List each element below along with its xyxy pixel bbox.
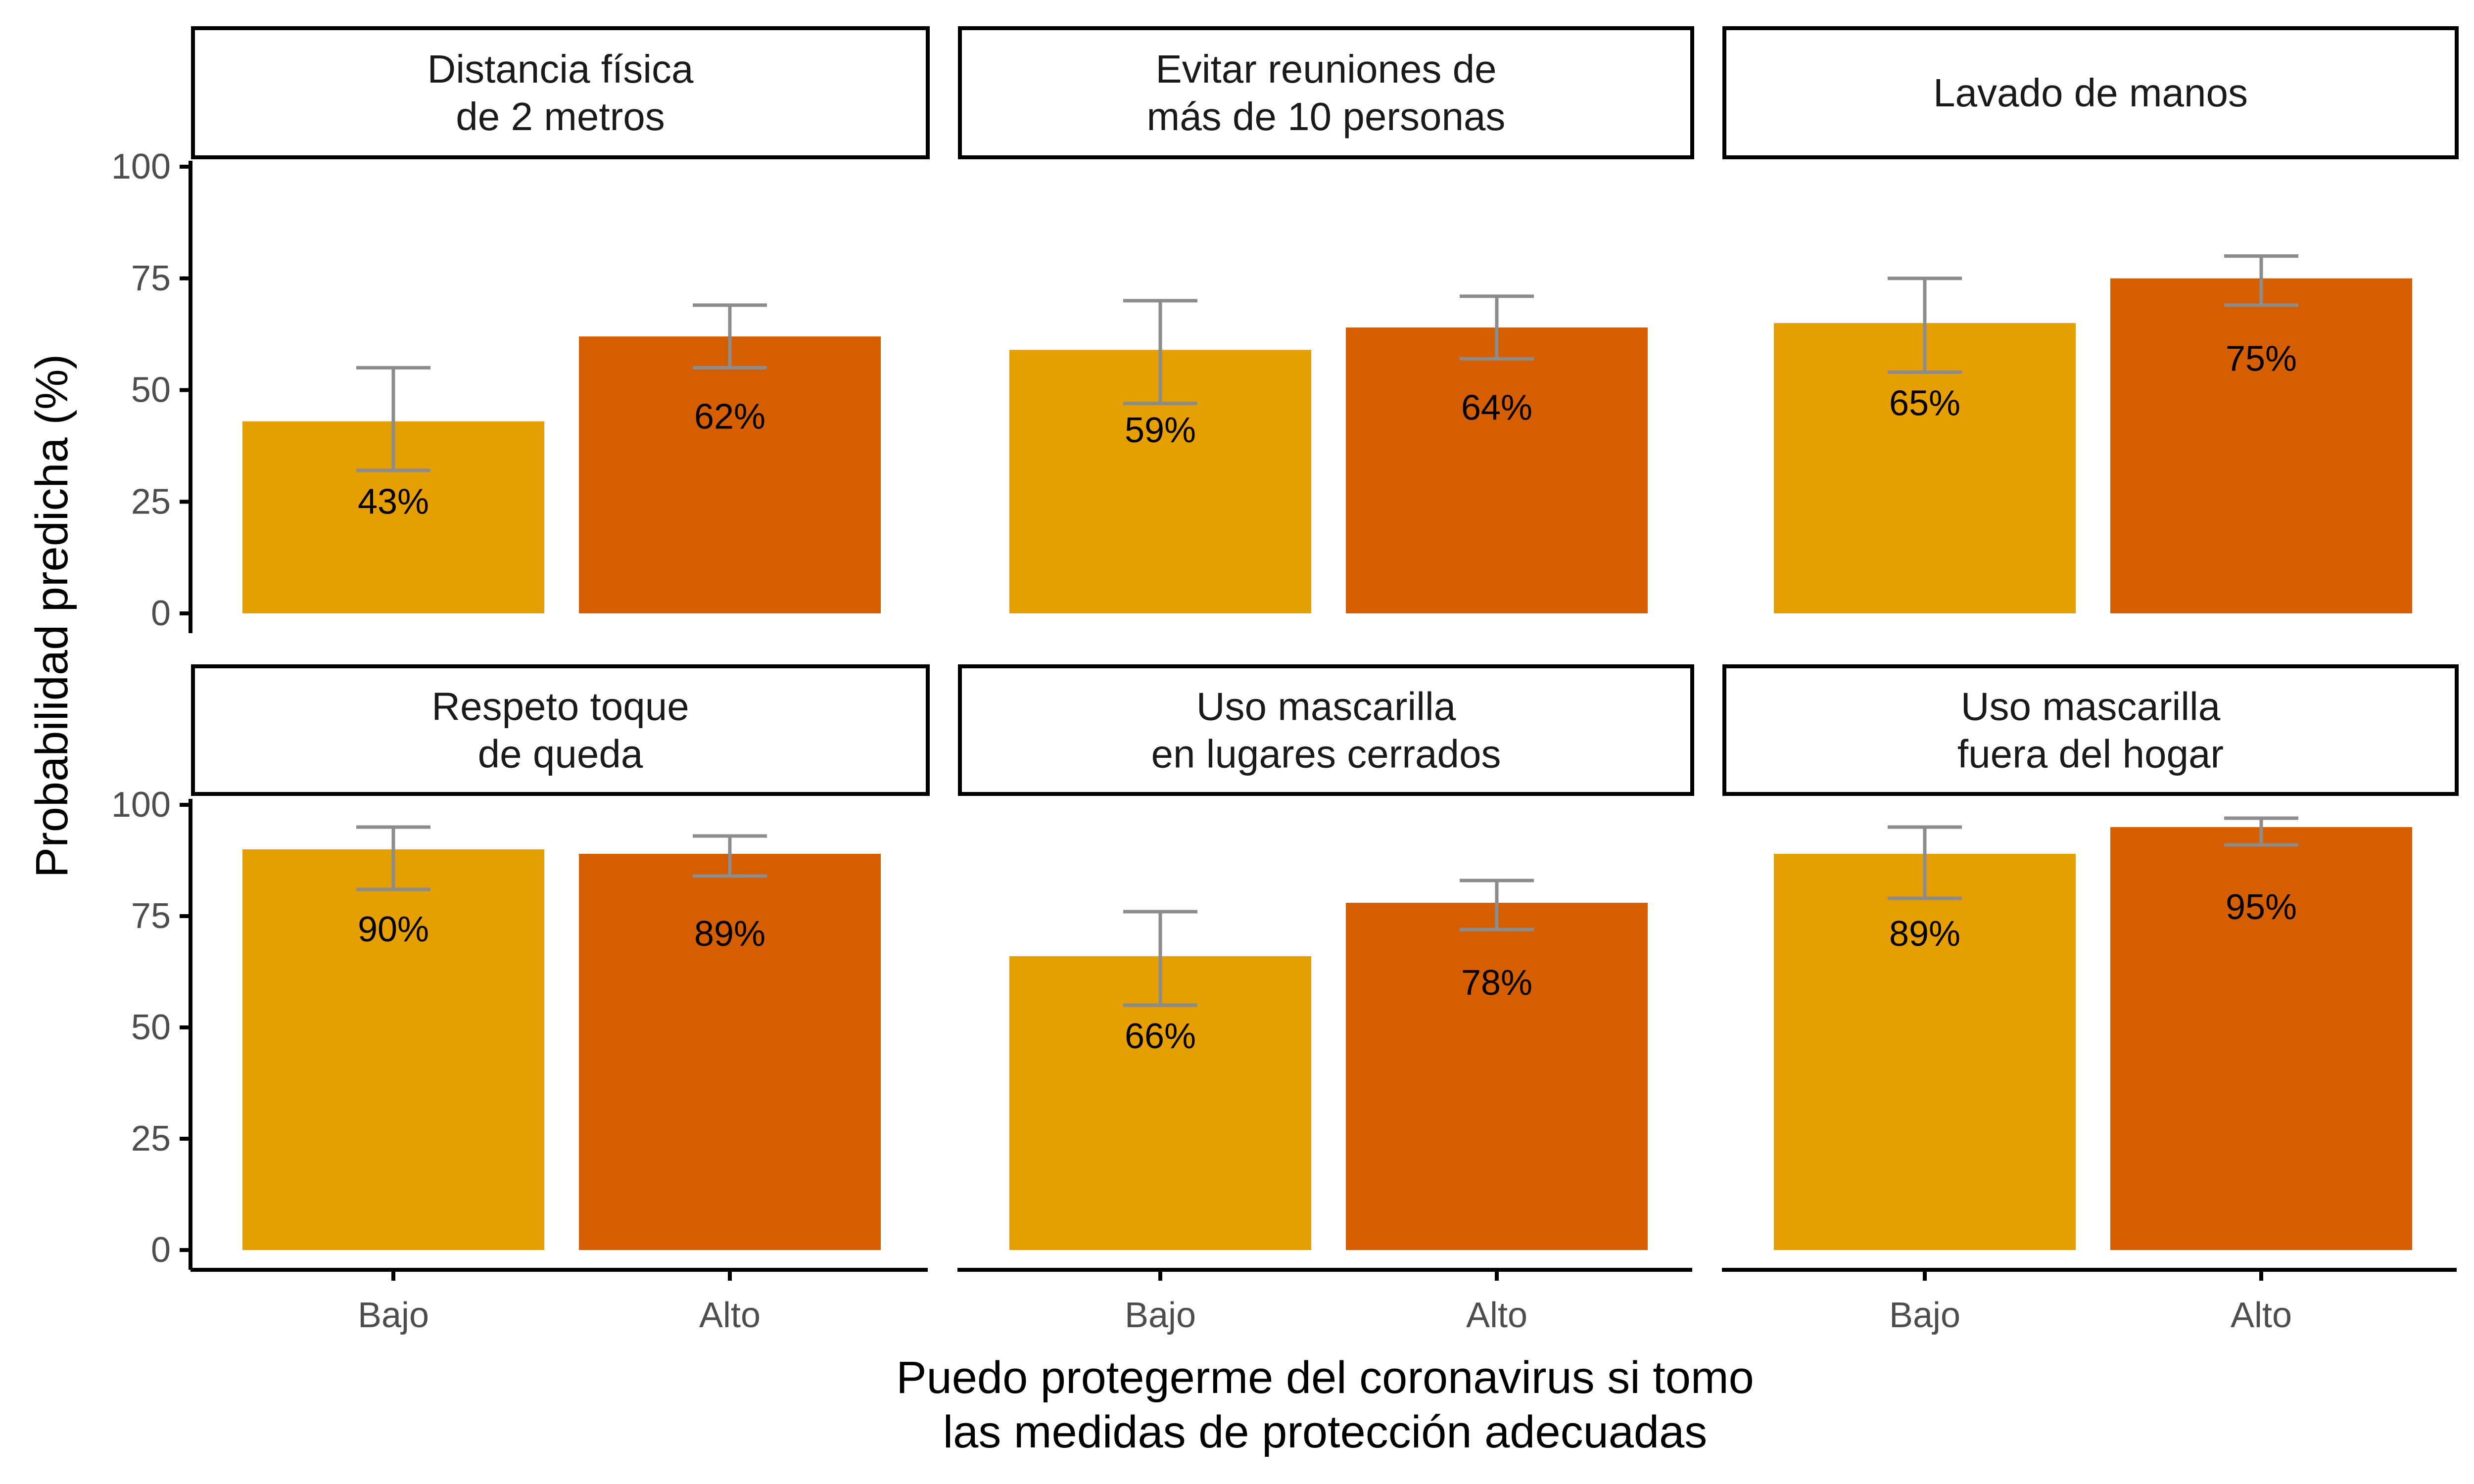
value-label: 90%	[358, 910, 429, 949]
error-bar	[1460, 294, 1534, 361]
facet-strip	[191, 26, 930, 159]
error-bar	[356, 366, 430, 472]
error-bar	[1888, 277, 1962, 374]
x-tick-label: Alto	[2231, 1296, 2292, 1335]
facet-title-line: Distancia física	[428, 47, 694, 91]
x-tick-label: Bajo	[358, 1296, 429, 1335]
y-tick-label: 25	[131, 482, 171, 521]
y-axis-title: Probabilidad predicha (%)	[27, 354, 77, 878]
x-axis-title-line: las medidas de protección adecuadas	[943, 1407, 1708, 1457]
facet-strip	[958, 664, 1694, 796]
facet-strip	[191, 664, 930, 796]
y-tick-label: 50	[131, 371, 171, 410]
bar-bajo	[1774, 854, 2076, 1250]
facet-title-line: Respeto toque	[431, 685, 689, 729]
value-label: 59%	[1125, 411, 1196, 450]
value-label: 89%	[694, 914, 765, 954]
facet-title: Lavado de manos	[1933, 71, 2248, 115]
bar-alto	[579, 854, 881, 1250]
value-label: 43%	[358, 482, 429, 521]
facet-title-line: fuera del hogar	[1957, 732, 2224, 776]
x-tick-label: Bajo	[1889, 1296, 1960, 1335]
error-bar	[693, 834, 767, 878]
bar-bajo	[242, 849, 544, 1250]
value-label: 64%	[1461, 388, 1532, 428]
value-label: 65%	[1889, 384, 1960, 423]
x-tick-label: Alto	[1466, 1296, 1527, 1335]
error-bar	[1123, 299, 1197, 406]
bar-alto	[1346, 903, 1648, 1250]
facet-title-line: Uso mascarilla	[1961, 685, 2221, 729]
error-bar	[1460, 879, 1534, 931]
facet-title-line: de queda	[478, 732, 643, 776]
error-bar	[1888, 825, 1962, 900]
bar-alto	[579, 336, 881, 613]
facet-title-line: Lavado de manos	[1933, 71, 2248, 115]
bar-alto	[1346, 327, 1648, 613]
facet-strip	[1722, 26, 2459, 159]
facet-title-line: Uso mascarilla	[1196, 685, 1456, 729]
error-bar	[2224, 816, 2298, 847]
error-bar	[356, 825, 430, 891]
facet-panel: Lavado de manos 65% 75%	[1722, 26, 2459, 613]
y-tick-label: 0	[151, 1230, 171, 1270]
facet-strip	[1722, 664, 2459, 796]
error-bar	[2224, 254, 2298, 307]
value-label: 89%	[1889, 914, 1960, 954]
x-tick-label: Alto	[699, 1296, 761, 1335]
value-label: 95%	[2226, 887, 2297, 927]
y-tick-label: 0	[151, 594, 171, 633]
x-tick-label: Bajo	[1125, 1296, 1196, 1335]
facet-strip	[958, 26, 1694, 159]
facet-title-line: más de 10 personas	[1147, 94, 1506, 139]
value-label: 78%	[1461, 963, 1532, 1003]
bar-alto	[2110, 278, 2412, 613]
x-axis-title: Puedo protegerme del coronavirus si tomo…	[896, 1352, 1754, 1457]
y-tick-label: 100	[111, 147, 171, 186]
facet-title-line: en lugares cerrados	[1151, 732, 1501, 776]
y-tick-label: 50	[131, 1008, 171, 1047]
bar-alto	[2110, 827, 2412, 1250]
y-tick-label: 100	[111, 785, 171, 825]
value-label: 75%	[2226, 339, 2297, 378]
value-label: 66%	[1125, 1017, 1196, 1056]
facet-title-line: de 2 metros	[456, 94, 665, 139]
y-tick-label: 75	[131, 896, 171, 936]
y-tick-label: 75	[131, 259, 171, 298]
error-bar	[693, 303, 767, 370]
x-axis-title-line: Puedo protegerme del coronavirus si tomo	[896, 1352, 1754, 1403]
error-bar	[1123, 910, 1197, 1007]
facet-title-line: Evitar reuniones de	[1155, 47, 1496, 91]
y-tick-label: 25	[131, 1119, 171, 1159]
value-label: 62%	[694, 397, 765, 437]
